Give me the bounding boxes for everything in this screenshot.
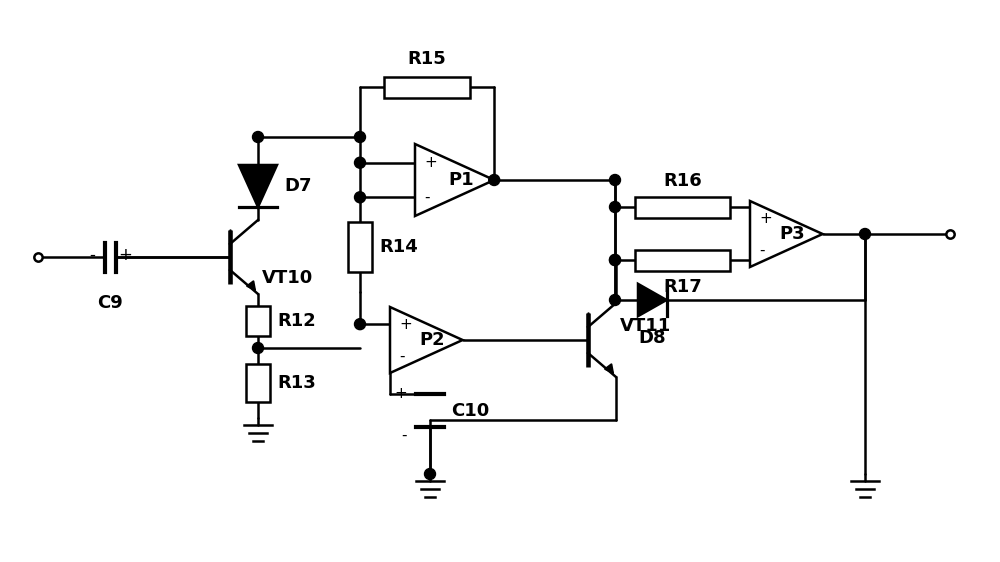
Circle shape xyxy=(610,255,620,265)
Text: P1: P1 xyxy=(448,171,474,189)
Polygon shape xyxy=(390,307,463,373)
Text: -: - xyxy=(399,348,404,364)
Text: P2: P2 xyxy=(419,331,445,349)
Bar xyxy=(246,306,270,336)
Bar xyxy=(384,76,470,97)
Text: R13: R13 xyxy=(277,374,316,392)
Bar xyxy=(635,250,730,270)
Text: -: - xyxy=(759,242,765,257)
Circle shape xyxy=(252,342,264,353)
Polygon shape xyxy=(638,284,666,316)
Circle shape xyxy=(354,319,366,330)
Text: -: - xyxy=(402,428,407,443)
Circle shape xyxy=(252,132,264,143)
Text: +: + xyxy=(394,386,407,401)
Circle shape xyxy=(354,192,366,203)
Circle shape xyxy=(424,469,436,479)
Text: +: + xyxy=(399,316,412,332)
Text: D7: D7 xyxy=(284,177,312,195)
Text: D8: D8 xyxy=(638,329,666,347)
Bar xyxy=(348,222,372,272)
Text: -: - xyxy=(424,190,430,205)
Text: C9: C9 xyxy=(97,293,123,311)
Text: -: - xyxy=(90,246,95,264)
Polygon shape xyxy=(239,165,277,207)
Text: +: + xyxy=(424,155,437,170)
Text: VT11: VT11 xyxy=(620,317,671,335)
Text: C10: C10 xyxy=(451,401,489,419)
Circle shape xyxy=(610,294,620,306)
Circle shape xyxy=(610,174,620,185)
Polygon shape xyxy=(415,144,494,216)
Circle shape xyxy=(610,202,620,212)
Circle shape xyxy=(610,255,620,265)
Circle shape xyxy=(489,174,500,185)
Text: +: + xyxy=(759,211,772,226)
Bar xyxy=(246,364,270,402)
Text: R15: R15 xyxy=(408,51,446,69)
Circle shape xyxy=(354,157,366,168)
Text: R12: R12 xyxy=(277,312,316,330)
Text: +: + xyxy=(119,246,132,264)
Polygon shape xyxy=(750,201,823,267)
Text: P3: P3 xyxy=(779,225,805,243)
Text: R14: R14 xyxy=(379,238,418,256)
Text: R17: R17 xyxy=(663,278,702,296)
Text: R16: R16 xyxy=(663,171,702,189)
Text: VT10: VT10 xyxy=(262,269,313,287)
Circle shape xyxy=(860,229,870,239)
Circle shape xyxy=(354,132,366,143)
Bar xyxy=(635,197,730,217)
